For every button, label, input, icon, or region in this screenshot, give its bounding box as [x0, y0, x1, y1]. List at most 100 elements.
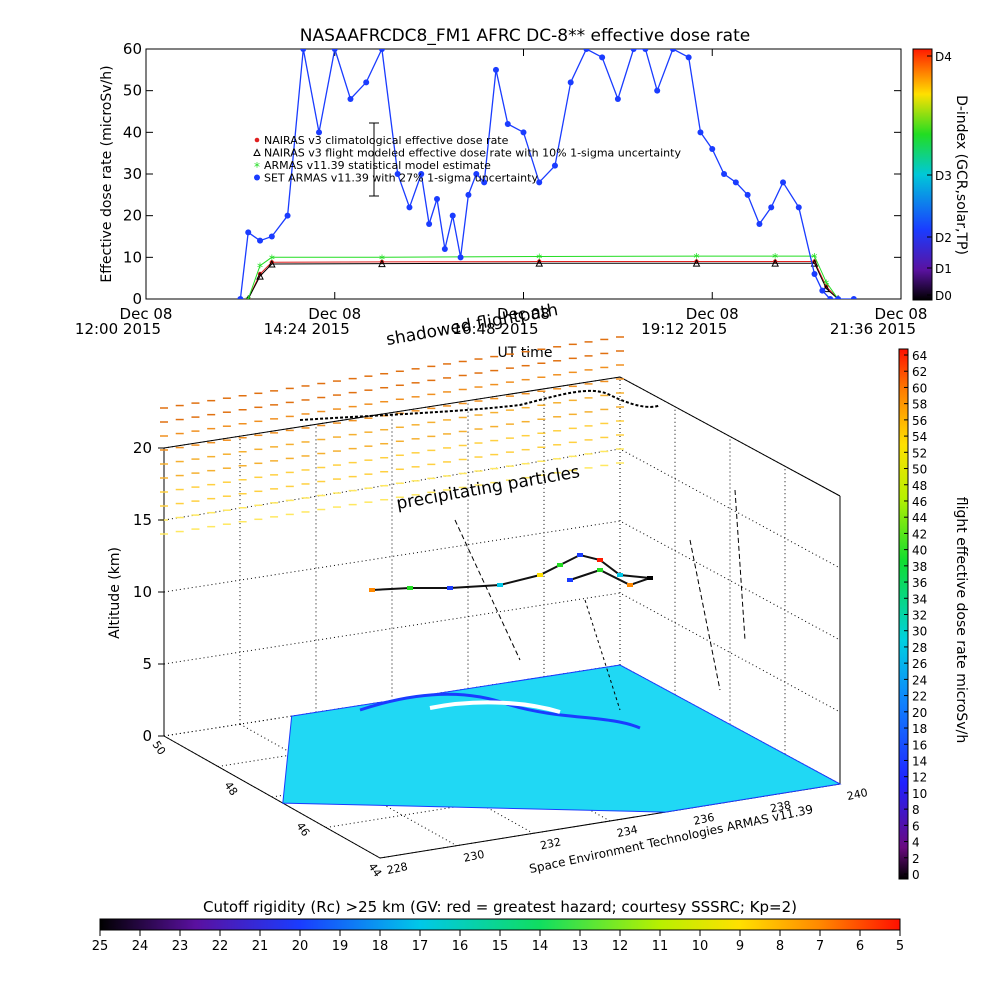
colorbar-tick-label: 12	[912, 771, 927, 785]
x-tick-label-date: Dec 08	[308, 305, 361, 323]
data-point	[811, 271, 818, 277]
dose-rate-colorbar-ticks: 0246810121416182022242628303234363840424…	[904, 349, 927, 882]
x-tick-label-time: 14:24 2015	[264, 320, 350, 338]
flight-track-point	[557, 563, 563, 567]
y-tick-label: 10	[123, 248, 142, 266]
data-point: *	[694, 251, 700, 265]
data-point	[567, 79, 574, 86]
data-point	[819, 287, 826, 294]
series-line	[247, 255, 839, 299]
data-point	[654, 87, 661, 94]
data-point: *	[379, 252, 385, 266]
colorbar-tick-label: 60	[912, 381, 927, 395]
flight-track-point	[497, 583, 503, 587]
colorbar-tick-label: 32	[912, 609, 927, 623]
projection-line	[584, 599, 621, 711]
ground-map	[282, 664, 842, 813]
dindex-label: D-index (GCR,solar,TP)	[953, 95, 969, 255]
rc-tick-label: 14	[532, 939, 549, 954]
legend-label: ARMAS v11.39 statistical model estimate	[264, 159, 491, 172]
data-point	[771, 259, 779, 267]
wall-grid	[163, 520, 841, 641]
dose-rate-colorbar-label: flight effective dose rate microSv/h	[953, 497, 969, 743]
flight-track-point	[447, 586, 453, 590]
legend-marker	[254, 174, 260, 181]
cutoff-rigidity-ticks: 25 24 23 22 21 20 19 18 17 16 15 14 13 12 11 10 9 8 7 6 5	[92, 930, 904, 954]
colorbar-tick-label: 34	[912, 592, 927, 606]
rc-tick-label: 13	[572, 939, 589, 954]
data-point	[692, 259, 701, 267]
colorbar-tick-label: 28	[912, 641, 927, 655]
data-point	[721, 171, 728, 177]
colorbar-tick-label: 10	[912, 787, 927, 801]
x-tick-label-date: Dec 08	[120, 305, 173, 323]
flight-track	[371, 553, 651, 591]
dindex-tick-label: D0	[935, 289, 952, 303]
z-tick-label: 20	[133, 439, 152, 457]
flight-track-point	[597, 558, 603, 562]
y3d-tick-label: 46	[294, 820, 313, 839]
x3d-tick-label: 228	[386, 860, 409, 877]
colorbar-tick-label: 20	[912, 706, 927, 720]
data-point	[363, 79, 370, 86]
rc-tick-label: 8	[776, 939, 784, 954]
rc-tick-label: 19	[332, 939, 349, 954]
credit-text: Space Environment Technologies ARMAS v11…	[528, 802, 814, 876]
x-axis-label: UT time	[498, 345, 553, 361]
legend: NAIRAS v3 climatological effective dose …	[253, 134, 681, 185]
data-point	[835, 296, 842, 299]
x3d-tick-label: 238	[769, 798, 792, 815]
data-point	[331, 49, 338, 52]
colorbar-tick-label: 46	[912, 495, 927, 509]
y-tick-label: 30	[123, 165, 142, 183]
data-point: *	[772, 251, 778, 265]
x-tick-label-date: Dec 08	[497, 305, 550, 323]
data-point: *	[269, 252, 275, 266]
figure-title: NASAAFRCDC8_FM1 AFRC DC-8** effective do…	[300, 26, 750, 46]
y-tick-label: 20	[123, 207, 142, 225]
data-point	[810, 259, 819, 267]
data-point	[630, 49, 637, 52]
data-point	[756, 221, 763, 227]
colorbar-tick-label: 48	[912, 479, 927, 493]
x3d-tick-label: 234	[616, 823, 639, 840]
z-tick-label: 5	[142, 655, 152, 673]
rc-tick-label: 12	[612, 939, 629, 954]
data-point	[257, 237, 264, 244]
z-tick-label: 0	[142, 727, 152, 745]
x-tick-label-time: 12:00 2015	[75, 320, 161, 338]
cutoff-rigidity-label: Cutoff rigidity (Rc) >25 km (GV: red = g…	[203, 898, 797, 916]
rc-tick-label: 10	[692, 939, 709, 954]
rc-tick-label: 5	[896, 939, 904, 954]
colorbar-tick-label: 26	[912, 657, 927, 671]
legend-label: SET ARMAS v11.39 with 27% 1-sigma uncert…	[264, 172, 538, 185]
data-point	[268, 233, 275, 240]
dindex-tick-label: D4	[935, 50, 952, 64]
flight-track-point	[627, 583, 633, 587]
data-point	[827, 296, 834, 299]
data-point	[697, 129, 704, 136]
data-point	[709, 146, 716, 152]
colorbar-tick-label: 14	[912, 754, 927, 768]
data-point	[850, 296, 857, 299]
y-axis-label: Effective dose rate (microSv/h)	[99, 65, 115, 282]
data-point	[245, 229, 252, 236]
colorbar-tick-label: 18	[912, 722, 927, 736]
rc-tick-label: 24	[132, 939, 149, 954]
rc-tick-label: 11	[652, 939, 669, 954]
data-point	[394, 171, 401, 177]
data-point: *	[245, 294, 251, 308]
water-inlet	[429, 700, 561, 714]
y-tick-label: 40	[123, 123, 142, 141]
z-tick-label: 10	[133, 583, 152, 601]
dindex-tick-label: D3	[935, 169, 952, 183]
z-axis-label: Altitude (km)	[107, 547, 123, 639]
data-point	[284, 212, 291, 219]
data-point	[583, 49, 590, 52]
colorbar-tick-label: 22	[912, 690, 927, 704]
rc-tick-label: 20	[292, 939, 309, 954]
rc-tick-label: 7	[816, 939, 824, 954]
y3d-tick-label: 44	[366, 861, 385, 880]
data-point	[433, 196, 440, 202]
x-tick-label-time: 19:12 2015	[641, 320, 727, 338]
